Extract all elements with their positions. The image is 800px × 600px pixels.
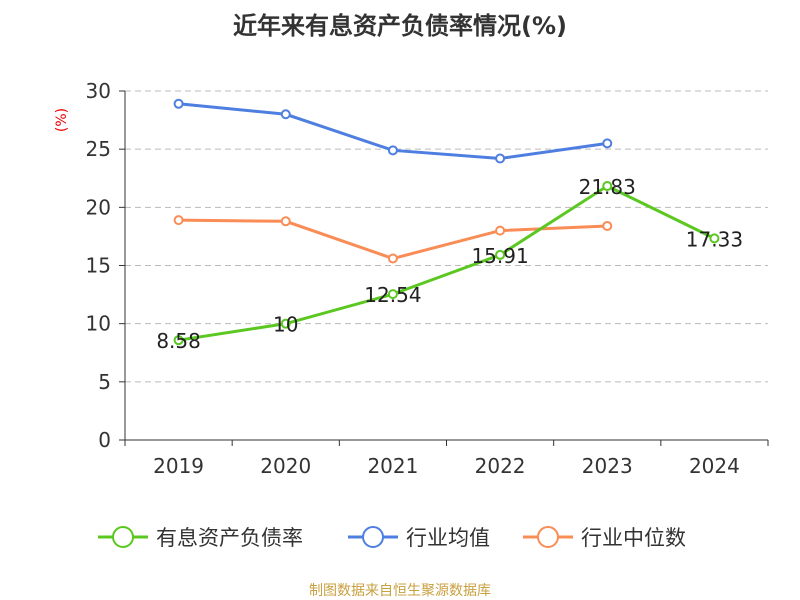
data-label: 12.54 <box>364 283 421 307</box>
y-tick-label: 20 <box>86 195 111 219</box>
data-point <box>280 216 291 227</box>
y-tick-label: 25 <box>86 137 111 161</box>
data-label: 15.91 <box>471 244 528 268</box>
data-point <box>495 225 506 236</box>
x-tick-label: 2019 <box>153 454 204 478</box>
chart-title: 近年来有息资产负债率情况(%) <box>233 12 567 40</box>
y-tick-label: 15 <box>86 254 111 278</box>
data-point <box>602 138 613 149</box>
x-tick-label: 2021 <box>367 454 418 478</box>
data-point <box>173 335 184 346</box>
source-note: 制图数据来自恒生聚源数据库 <box>309 583 491 599</box>
legend-marker <box>362 526 384 548</box>
data-point <box>495 249 506 260</box>
legend-marker <box>112 526 134 548</box>
legend-label: 有息资产负债率 <box>156 526 303 550</box>
data-point <box>495 153 506 164</box>
data-point <box>387 253 398 264</box>
x-tick-label: 2023 <box>582 454 633 478</box>
data-label: 10 <box>273 313 298 337</box>
data-point <box>602 220 613 231</box>
x-tick-label: 2022 <box>475 454 526 478</box>
y-tick-label: 10 <box>86 312 111 336</box>
data-point <box>602 181 613 192</box>
data-point <box>280 109 291 120</box>
legend-marker <box>537 526 559 548</box>
legend-label: 行业中位数 <box>581 526 686 550</box>
data-point <box>173 215 184 226</box>
x-tick-label: 2024 <box>689 454 740 478</box>
data-point <box>280 318 291 329</box>
data-point <box>709 233 720 244</box>
data-point <box>173 98 184 109</box>
legend-label: 行业均值 <box>406 526 490 550</box>
y-tick-label: 5 <box>98 370 111 394</box>
y-tick-label: 30 <box>86 79 111 103</box>
x-tick-label: 2020 <box>260 454 311 478</box>
y-tick-label: 0 <box>98 428 111 452</box>
data-label: 21.83 <box>579 175 636 199</box>
data-label: 17.33 <box>686 227 743 251</box>
data-label: 8.58 <box>156 329 201 353</box>
series-line-0 <box>178 184 716 342</box>
data-point <box>387 145 398 156</box>
data-point <box>387 289 398 300</box>
